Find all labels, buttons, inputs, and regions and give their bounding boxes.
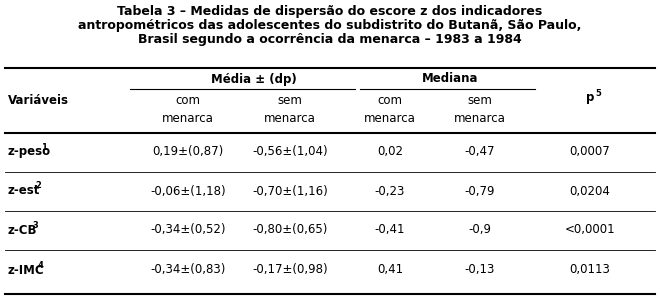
Text: -0,56±(1,04): -0,56±(1,04) — [252, 145, 328, 159]
Text: com: com — [378, 94, 403, 106]
Text: Brasil segundo a ocorrência da menarca – 1983 a 1984: Brasil segundo a ocorrência da menarca –… — [138, 32, 522, 46]
Text: 0,19±(0,87): 0,19±(0,87) — [152, 145, 224, 159]
Text: Variáveis: Variáveis — [8, 94, 69, 106]
Text: -0,9: -0,9 — [469, 224, 492, 237]
Text: z-CB: z-CB — [8, 224, 38, 237]
Text: -0,06±(1,18): -0,06±(1,18) — [150, 184, 226, 198]
Text: 0,0113: 0,0113 — [570, 263, 611, 277]
Text: -0,23: -0,23 — [375, 184, 405, 198]
Text: 3: 3 — [32, 221, 38, 229]
Text: -0,34±(0,52): -0,34±(0,52) — [150, 224, 226, 237]
Text: z-est: z-est — [8, 184, 40, 198]
Text: z-peso: z-peso — [8, 145, 51, 159]
Text: -0,79: -0,79 — [465, 184, 495, 198]
Text: sem: sem — [467, 94, 492, 106]
Text: Mediana: Mediana — [422, 72, 478, 86]
Text: -0,70±(1,16): -0,70±(1,16) — [252, 184, 328, 198]
Text: antropométricos das adolescentes do subdistrito do Butanã, São Paulo,: antropométricos das adolescentes do subd… — [79, 18, 581, 32]
Text: 4: 4 — [38, 260, 44, 269]
Text: 5: 5 — [595, 89, 601, 97]
Text: menarca: menarca — [364, 111, 416, 125]
Text: menarca: menarca — [264, 111, 316, 125]
Text: Média ± (dp): Média ± (dp) — [211, 72, 297, 86]
Text: -0,13: -0,13 — [465, 263, 495, 277]
Text: menarca: menarca — [162, 111, 214, 125]
Text: com: com — [176, 94, 201, 106]
Text: sem: sem — [278, 94, 302, 106]
Text: -0,34±(0,83): -0,34±(0,83) — [150, 263, 226, 277]
Text: z-IMC: z-IMC — [8, 263, 45, 277]
Text: -0,41: -0,41 — [375, 224, 405, 237]
Text: 2: 2 — [35, 181, 41, 190]
Text: menarca: menarca — [454, 111, 506, 125]
Text: -0,80±(0,65): -0,80±(0,65) — [252, 224, 327, 237]
Text: p: p — [586, 91, 595, 105]
Text: 0,41: 0,41 — [377, 263, 403, 277]
Text: 0,0007: 0,0007 — [570, 145, 611, 159]
Text: 0,0204: 0,0204 — [570, 184, 611, 198]
Text: 1: 1 — [41, 142, 47, 151]
Text: -0,47: -0,47 — [465, 145, 495, 159]
Text: -0,17±(0,98): -0,17±(0,98) — [252, 263, 328, 277]
Text: Tabela 3 – Medidas de dispersão do escore z dos indicadores: Tabela 3 – Medidas de dispersão do escor… — [117, 4, 543, 18]
Text: <0,0001: <0,0001 — [565, 224, 615, 237]
Text: 0,02: 0,02 — [377, 145, 403, 159]
